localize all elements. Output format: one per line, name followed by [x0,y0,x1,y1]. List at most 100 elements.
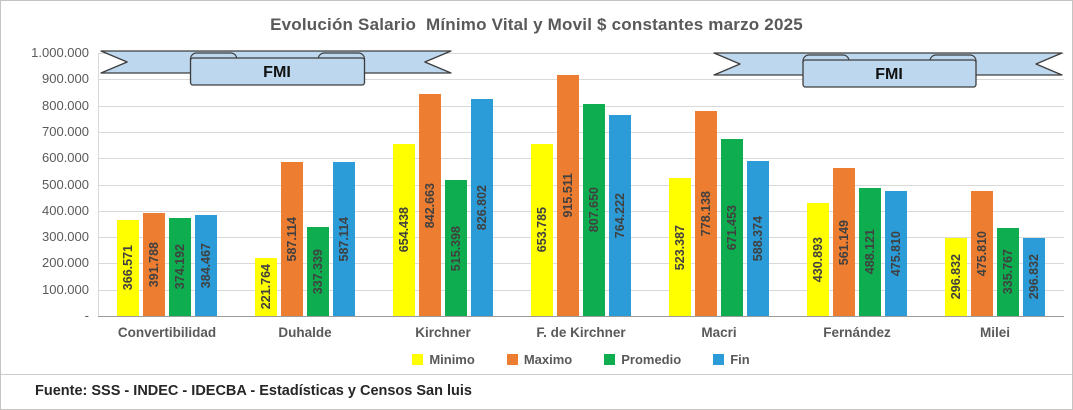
bar-value-label: 366.571 [120,245,135,291]
gridline [98,158,1064,160]
bar-value-label: 391.788 [146,241,161,288]
bar-value-label: 337.339 [310,249,325,295]
fmi-ribbon-left: FMI [100,50,452,86]
y-axis-tick-label: 200.000 [42,255,89,271]
bar-value-label: 523.387 [672,224,687,270]
y-axis-tick-label: 300.000 [42,229,89,245]
legend-swatch-maximo [506,354,518,365]
bar-value-label: 430.893 [810,236,825,282]
bar-value-label: 296.832 [1026,254,1041,300]
y-axis-tick-label: 500.000 [42,176,89,192]
y-axis-tick-label: 100.000 [42,281,89,297]
category-label-convertibilidad: Convertibilidad [117,325,217,340]
bar-fin-kirchner: 826.802 [471,98,493,316]
bar-group-milei: 296.832 475.810 335.767 296.832 [926,53,1064,316]
bar-value-label: 842.663 [422,182,437,228]
bar-promedio-kirchner: 515.398 [445,180,467,316]
bar-value-label: 654.438 [396,207,411,253]
category-label-kirchner: Kirchner [415,325,471,340]
gridline [98,210,1064,212]
y-axis-line [98,53,99,316]
bar-value-label: 671.453 [724,205,739,251]
bar-promedio-macri: 671.453 [721,139,743,316]
bar-value-label: 384.467 [198,242,213,289]
bar-minimo-duhalde: 221.764 [255,257,277,316]
bar-value-label: 561.149 [836,219,851,265]
gridline [98,263,1064,265]
bar-minimo-convertibilidad: 366.571 [117,219,139,316]
gridline [98,184,1064,186]
bar-group-convertibilidad: 366.571 391.788 374.192 384.467 [98,53,236,316]
source-note: Fuente: SSS - INDEC - IDECBA - Estadísti… [1,375,1072,409]
bar-group-f-de-kirchner: 653.785 915.511 807.650 764.222 [512,53,650,316]
bar-fin-f-de-kirchner: 764.222 [609,115,631,316]
legend-label: Minimo [429,352,475,367]
bar-maximo-duhalde: 587.114 [281,161,303,316]
legend-swatch-minimo [412,354,424,365]
bar-fin-fernández: 475.810 [885,190,907,316]
bar-minimo-macri: 523.387 [669,178,691,316]
legend-label: Promedio [621,352,682,367]
legend-swatch-fin [713,354,725,365]
ribbon-panel [802,59,977,88]
bar-value-label: 335.767 [1000,249,1015,295]
bar-maximo-milei: 475.810 [971,190,993,316]
legend-item-promedio: Promedio [604,352,681,367]
bar-group-duhalde: 221.764 587.114 337.339 587.114 [236,53,374,316]
bar-fin-milei: 296.832 [1023,237,1045,316]
bar-fin-convertibilidad: 384.467 [195,214,217,316]
fmi-ribbon-right: FMI [713,52,1063,88]
y-axis-tick-label: 800.000 [42,97,89,113]
bar-value-label: 296.832 [948,254,963,300]
bar-value-label: 653.785 [534,207,549,253]
gridline [98,131,1064,133]
bar-value-label: 221.764 [258,264,273,310]
category-label-fernández: Fernández [823,325,891,340]
legend-label: Fin [730,352,750,367]
y-axis-tick-label: 700.000 [42,123,89,139]
y-axis-tick-label: 1.000.000 [31,45,89,60]
bar-value-label: 764.222 [612,192,627,239]
legend-swatch-promedio [604,354,616,365]
legend-label: Maximo [523,352,573,367]
bar-value-label: 588.374 [750,216,765,262]
gridline [98,53,1064,54]
bar-value-label: 826.802 [474,184,489,230]
category-label-f-de-kirchner: F. de Kirchner [536,325,626,340]
bar-value-label: 475.810 [974,230,989,277]
category-label-milei: Milei [979,325,1010,340]
bar-value-label: 374.192 [172,244,187,290]
category-label-duhalde: Duhalde [278,325,332,340]
bar-promedio-convertibilidad: 374.192 [169,217,191,316]
bar-maximo-convertibilidad: 391.788 [143,212,165,316]
bar-fin-macri: 588.374 [747,161,769,316]
legend-item-fin: Fin [713,352,750,367]
gridline [98,105,1064,107]
bar-group-macri: 523.387 778.138 671.453 588.374 [650,53,788,316]
bar-promedio-milei: 335.767 [997,227,1019,316]
bar-minimo-kirchner: 654.438 [393,143,415,316]
y-axis-tick-label: 600.000 [42,150,89,166]
bar-maximo-f-de-kirchner: 915.511 [557,75,579,316]
bar-promedio-f-de-kirchner: 807.650 [583,103,605,316]
category-label-macri: Macri [701,325,737,340]
bar-promedio-fernández: 488.121 [859,187,881,316]
ribbon-label: FMI [263,63,291,81]
bar-promedio-duhalde: 337.339 [307,227,329,316]
bar-value-label: 515.398 [448,225,463,271]
bar-value-label: 807.650 [586,187,601,233]
bar-minimo-milei: 296.832 [945,237,967,316]
y-axis-tick-label: - [84,308,89,323]
legend-item-minimo: Minimo [412,352,475,367]
legend: Minimo Maximo Promedio Fin [98,352,1064,367]
y-axis-tick-label: 900.000 [42,71,89,87]
ribbon-label: FMI [875,66,903,83]
bar-maximo-kirchner: 842.663 [419,94,441,316]
bar-value-label: 587.114 [336,216,351,262]
bar-value-label: 915.511 [560,173,575,218]
bar-value-label: 475.810 [888,230,903,277]
bar-minimo-fernández: 430.893 [807,202,829,316]
gridline [98,289,1064,291]
bar-group-fernández: 430.893 561.149 488.121 475.810 [788,53,926,316]
